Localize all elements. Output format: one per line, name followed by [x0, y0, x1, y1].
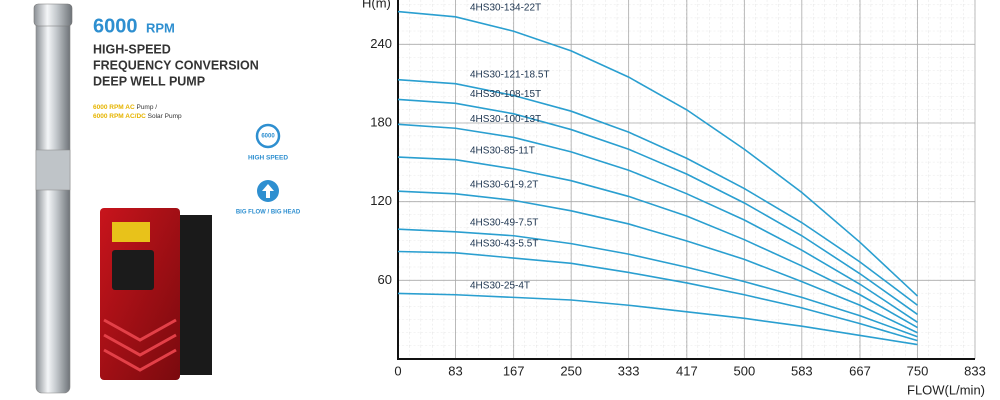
y-tick-label: 120 — [370, 193, 392, 208]
axis-line — [397, 0, 975, 360]
curve — [397, 228, 918, 338]
curve — [397, 10, 919, 297]
x-tick-label: 750 — [907, 363, 929, 378]
note: 6000 RPM AC Pump / — [93, 104, 157, 111]
y-tick-label: 240 — [370, 36, 392, 51]
curve-label: 4HS30-100-13T — [470, 114, 541, 125]
rpm-unit: RPM — [146, 20, 175, 35]
note-highlight: 6000 RPM AC — [93, 104, 135, 111]
curve — [397, 123, 918, 323]
x-tick-label: 417 — [676, 363, 698, 378]
note: 6000 RPM AC/DC Solar Pump — [93, 113, 182, 120]
title-line: FREQUENCY CONVERSION — [93, 58, 259, 72]
x-tick-label: 83 — [448, 363, 462, 378]
title-line: DEEP WELL PUMP — [93, 74, 205, 88]
curve-label: 4HS30-85-11T — [470, 145, 535, 156]
feature: BIG FLOW / BIG HEAD — [236, 210, 301, 216]
x-tick-label: 167 — [503, 363, 525, 378]
curve — [397, 78, 918, 306]
curve — [397, 250, 918, 342]
curve-label: 4HS30-61-9.2T — [470, 179, 538, 190]
product-illustration — [33, 3, 212, 394]
y-axis-label: H(m) — [362, 0, 391, 10]
x-tick-label: 250 — [560, 363, 582, 378]
y-tick-label: 180 — [370, 114, 392, 129]
arrow-icon — [262, 184, 274, 198]
icon-text: 6000 — [261, 134, 275, 140]
y-tick-label: 60 — [378, 272, 392, 287]
note-text: Solar Pump — [146, 113, 182, 120]
curve-label: 4HS30-121-18.5T — [470, 69, 550, 80]
title-line: HIGH-SPEED — [93, 42, 171, 56]
x-tick-label: 333 — [618, 363, 640, 378]
curve-label: 4HS30-108-15T — [470, 89, 541, 100]
header: 6000 RPM HIGH-SPEED FREQUENCY CONVERSION… — [93, 15, 301, 215]
curve — [397, 98, 918, 316]
curve-label: 4HS30-25-4T — [470, 280, 530, 291]
rpm-number: 6000 — [93, 15, 138, 37]
curve — [397, 156, 918, 329]
feature: HIGH SPEED — [248, 155, 288, 162]
note-highlight: 6000 RPM AC/DC — [93, 113, 146, 120]
curve — [397, 292, 918, 346]
chart: H(m) FLOW(L/min) 60 120 180 240 0 83 167 250 333… — [362, 0, 986, 397]
x-tick-label: 500 — [733, 363, 755, 378]
curve — [397, 190, 918, 334]
x-tick-label: 583 — [791, 363, 813, 378]
x-tick-label: 667 — [849, 363, 871, 378]
speed-icon — [255, 123, 281, 149]
x-tick-label: 833 — [964, 363, 986, 378]
curve-label: 4HS30-43-5.5T — [470, 238, 538, 249]
curve-label: 4HS30-49-7.5T — [470, 217, 538, 228]
curve-label: 4HS30-134-22T — [470, 2, 541, 13]
x-tick-label: 0 — [394, 363, 401, 378]
x-axis-label: FLOW(L/min) — [907, 382, 985, 397]
note-text: Pump / — [135, 104, 158, 111]
